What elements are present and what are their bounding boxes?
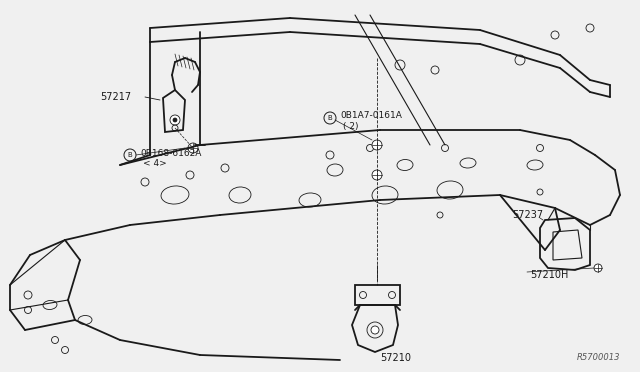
Circle shape (170, 115, 180, 125)
Text: 0B1A7-0161A: 0B1A7-0161A (340, 112, 402, 121)
Circle shape (372, 170, 382, 180)
Text: B: B (127, 152, 132, 158)
Text: R5700013: R5700013 (577, 353, 620, 362)
Text: 57237: 57237 (512, 210, 543, 220)
Text: B: B (328, 115, 332, 121)
Circle shape (594, 264, 602, 272)
Text: ( 2): ( 2) (343, 122, 358, 131)
Text: 57217: 57217 (100, 92, 131, 102)
Circle shape (324, 112, 336, 124)
Circle shape (188, 143, 198, 153)
Circle shape (371, 326, 379, 334)
Text: 0B168-6162A: 0B168-6162A (140, 148, 202, 157)
Circle shape (124, 149, 136, 161)
Circle shape (372, 140, 382, 150)
Text: 57210: 57210 (380, 353, 411, 363)
Text: 57210H: 57210H (530, 270, 568, 280)
Circle shape (173, 118, 177, 122)
Text: < 4>: < 4> (143, 158, 167, 167)
